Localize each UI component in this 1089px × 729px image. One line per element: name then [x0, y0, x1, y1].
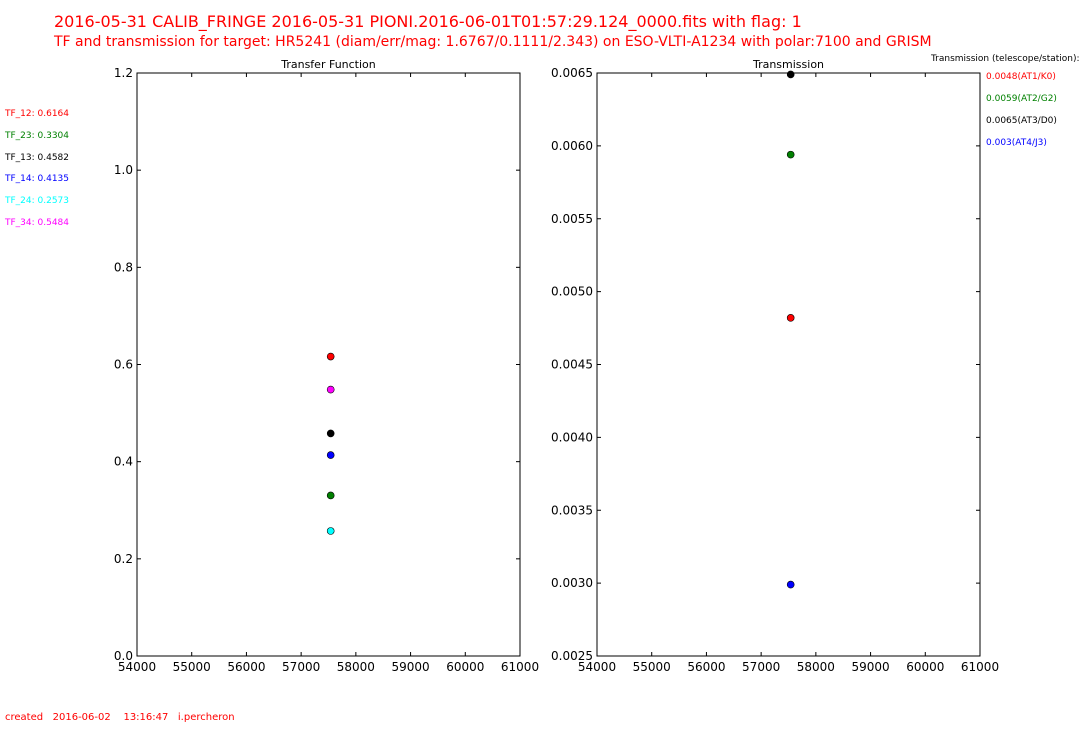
y-tick-label: 0.8 [114, 260, 133, 274]
y-tick-label: 0.0035 [551, 503, 593, 517]
y-tick-label: 0.6 [114, 358, 133, 372]
y-tick-label: 0.0045 [551, 358, 593, 372]
x-tick-label: 59000 [851, 660, 889, 674]
data-point [326, 352, 335, 361]
y-tick-label: 0.0055 [551, 212, 593, 226]
y-tick-label: 0.0065 [551, 66, 593, 80]
tf-legend-item: TF_24: 0.2573 [5, 196, 70, 207]
y-tick-label: 0.0050 [551, 285, 593, 299]
data-point [786, 70, 795, 79]
x-tick-label: 57000 [742, 660, 780, 674]
x-tick-label: 61000 [961, 660, 999, 674]
plot-frame [136, 72, 521, 657]
x-tick-label: 54000 [118, 660, 156, 674]
data-point [326, 451, 335, 459]
y-tick-label: 0.0025 [551, 649, 593, 663]
y-tick-label: 1.2 [114, 66, 133, 80]
x-tick-label: 59000 [391, 660, 429, 674]
data-point [326, 429, 335, 438]
data-point [326, 385, 335, 394]
x-tick-label: 54000 [578, 660, 616, 674]
tf-legend: TF_12: 0.6164 TF_23: 0.3304 TF_13: 0.4582 T… [5, 105, 69, 236]
data-point [786, 580, 795, 589]
tf-legend-item: TF_14: 0.4135 [5, 174, 70, 185]
x-tick-label: 58000 [337, 660, 375, 674]
data-point [326, 527, 335, 535]
x-tick-label: 56000 [687, 660, 725, 674]
plot-frame [596, 72, 981, 657]
x-tick-label: 60000 [906, 660, 944, 674]
footer-created: created 2016-06-02 13:16:47 i.percheron [5, 712, 235, 723]
tf-legend-item: TF_34: 0.5484 [5, 217, 70, 228]
x-tick-label: 60000 [446, 660, 484, 674]
x-tick-label: 56000 [227, 660, 265, 674]
data-point [786, 314, 795, 322]
transmission-legend: Transmission (telescope/station): 0.0048… [931, 54, 1080, 158]
y-tick-label: 0.2 [114, 552, 133, 566]
x-tick-label: 58000 [797, 660, 835, 674]
transmission-legend-header: Transmission (telescope/station): [931, 54, 1080, 64]
data-point [326, 491, 335, 500]
chart-title: Transfer Function [280, 58, 376, 71]
y-tick-label: 0.0060 [551, 139, 593, 153]
x-tick-label: 61000 [501, 660, 539, 674]
transmission-legend-item: 0.003(AT4/J3) [986, 138, 1047, 148]
y-tick-label: 0.0030 [551, 576, 593, 590]
transmission-legend-item: 0.0065(AT3/D0) [986, 116, 1057, 126]
tf-legend-item: TF_23: 0.3304 [5, 130, 70, 141]
x-tick-label: 55000 [633, 660, 671, 674]
y-tick-label: 0.4 [114, 455, 133, 469]
x-tick-label: 57000 [282, 660, 320, 674]
figure-subtitle: TF and transmission for target: HR5241 (… [54, 34, 932, 50]
x-tick-label: 55000 [173, 660, 211, 674]
chart-title: Transmission [752, 58, 824, 71]
y-tick-label: 0.0 [114, 649, 133, 663]
data-point [786, 150, 795, 159]
tf-legend-item: TF_13: 0.4582 [5, 152, 70, 163]
y-tick-label: 0.0040 [551, 430, 593, 444]
transmission-legend-item: 0.0059(AT2/G2) [986, 94, 1057, 104]
transmission-legend-item: 0.0048(AT1/K0) [986, 72, 1056, 82]
y-tick-label: 1.0 [114, 163, 133, 177]
figure-title: 2016-05-31 CALIB_FRINGE 2016-05-31 PIONI… [54, 12, 802, 31]
tf-legend-item: TF_12: 0.6164 [5, 109, 70, 119]
